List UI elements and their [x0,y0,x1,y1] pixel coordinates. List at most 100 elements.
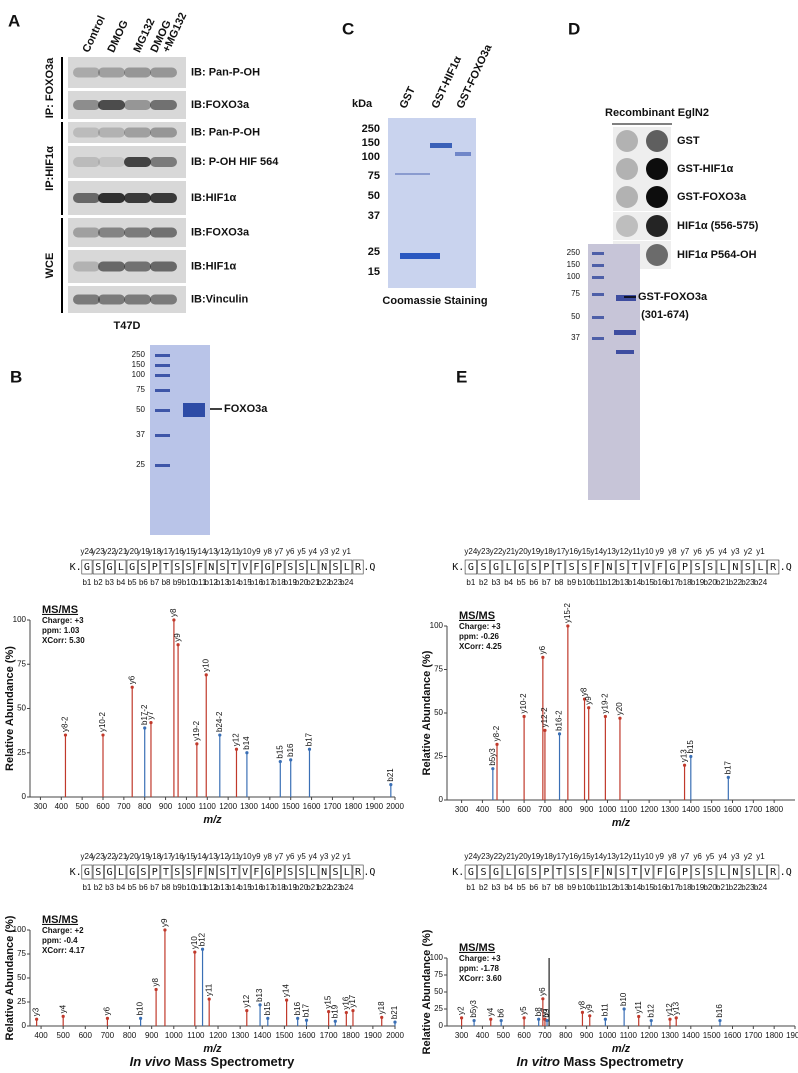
title: Recombinant EglN2 [605,107,709,119]
b-ion: b12 [205,883,219,892]
marker: 150 [132,360,146,369]
peak-marker [622,1007,626,1011]
residue: F [253,867,259,878]
b-ion: b9 [567,578,576,587]
peak-label: y8-2 [61,716,70,732]
blot-label: IB: Pan-P-OH [191,66,260,78]
peak-marker [200,947,205,951]
dot [616,186,638,208]
residue: T [632,562,638,573]
peak-marker [489,1017,493,1021]
ladder [155,364,170,367]
x-tick-label: 1600 [724,805,742,814]
residue: F [253,562,259,573]
x-tick-label: 600 [517,1031,531,1040]
b-ion: b21 [716,883,730,892]
gel-band [455,152,471,156]
b-ion: b2 [94,578,103,587]
residue: S [695,562,701,573]
peak-marker [139,1016,143,1020]
x-tick-label: 1400 [682,1031,700,1040]
ladder [155,374,170,377]
y-tick-label: 0 [22,792,27,801]
peak-label: y7 [146,711,155,720]
residue-box [540,559,553,575]
y-ion: y9 [252,852,261,861]
peak-marker [557,732,562,736]
x-tick-label: 1000 [165,1031,183,1040]
lane-label: DMOG [105,18,130,54]
x-tick-label: 1500 [703,1031,721,1040]
peak-marker [637,1014,641,1019]
y-ion: y12 [616,852,629,861]
x-tick-label: 1400 [253,1031,271,1040]
x-tick-label: 900 [580,805,594,814]
y-ion: y24 [464,547,477,556]
y-ion: y10 [641,547,654,556]
b-ion: b4 [116,883,125,892]
peak-label: y20 [615,702,624,715]
b-ion: b20 [703,578,717,587]
peak-label: b17 [302,1003,311,1017]
residue: S [287,867,293,878]
y-ion: y23 [477,547,490,556]
residue-box [615,559,629,575]
residue-box [666,864,679,880]
residue: .Q [780,562,792,573]
y-ion: y12 [216,852,229,861]
gel-band [616,350,634,354]
residue-box [318,559,330,575]
residue-box [330,559,341,575]
peak-marker [472,1018,476,1023]
band [124,127,151,138]
peak-label: y11 [204,983,213,996]
b-ion: b8 [162,883,171,892]
peak-label: y16 [341,996,350,1009]
y-tick-label: 50 [17,973,26,982]
gel-band [183,403,205,417]
residue: P [276,562,282,573]
band [124,227,151,238]
peak-marker [543,728,547,733]
peak-marker [130,685,134,689]
b-ion: b23 [741,578,755,587]
residue: P [682,562,688,573]
peak-marker [327,1010,331,1014]
peak-marker [587,706,591,710]
peak-label: b8 [534,1007,543,1016]
b-ion: b6 [139,883,148,892]
residue-box [628,559,641,575]
y-ion: y13 [205,547,218,556]
peak-label: y9 [585,1004,594,1013]
x-tick-label: 700 [117,802,131,811]
y-axis-label: Relative Abundance (%) [421,650,433,775]
info: XCorr: 5.30 [42,636,85,645]
y-ion: y10 [239,852,252,861]
residue-box [137,864,149,880]
b-ion: b17 [261,578,275,587]
b-ion: b20 [703,883,717,892]
residue: T [556,867,562,878]
x-tick-label: 500 [57,1031,71,1040]
x-tick-label: 500 [75,802,89,811]
ladder [592,293,604,296]
residue-box [641,559,654,575]
caption-part: In vitro [517,1054,560,1069]
residue: S [219,562,225,573]
ladder [592,276,604,279]
peak-label: b6 [496,1008,505,1017]
blot-label: IB:HIF1α [191,260,237,272]
band [150,100,177,110]
caption-part: Mass Spectrometry [171,1054,295,1069]
residue: S [619,867,625,878]
info: Charge: +3 [459,622,501,631]
peak-marker [101,733,105,737]
peak-label: y15-2 [563,602,572,623]
residue-box [81,559,93,575]
residue: L [506,562,512,573]
dot [616,215,638,237]
residue-box [217,559,228,575]
gel-band [614,330,636,335]
peak-label: b16 [293,1001,302,1015]
